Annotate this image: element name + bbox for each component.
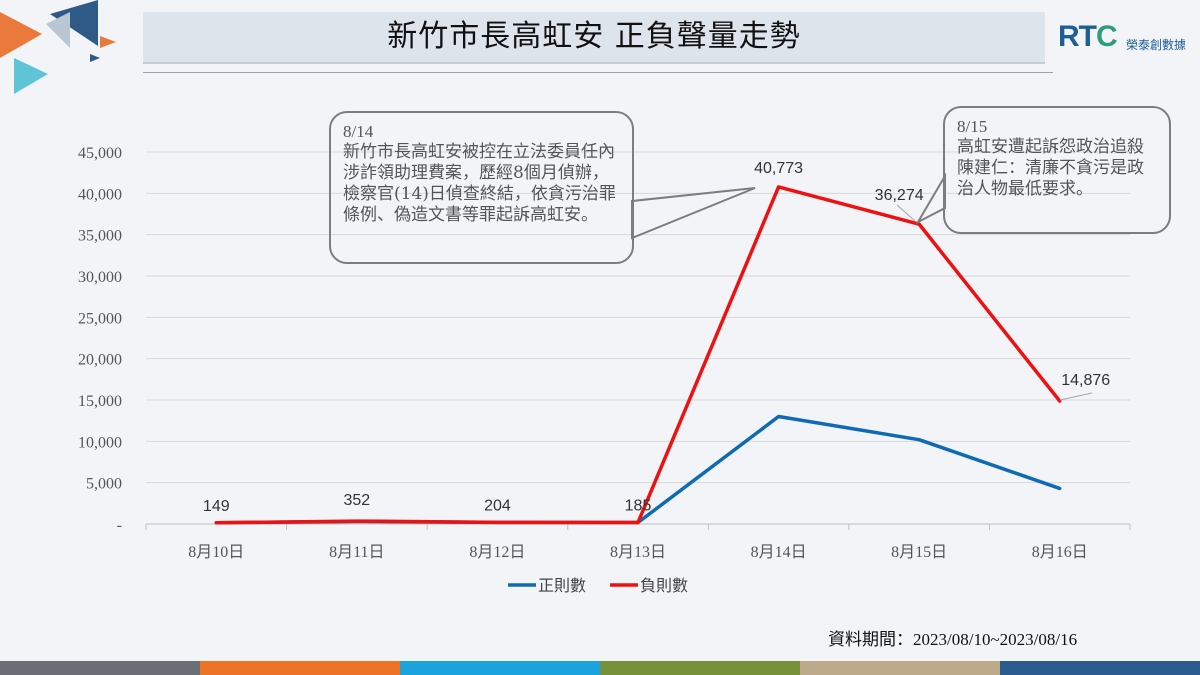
y-tick-label: 30,000	[78, 269, 122, 286]
label-leader-line	[896, 204, 916, 222]
y-tick-label: 45,000	[78, 145, 122, 162]
corner-decoration	[0, 0, 116, 94]
logo-letter: R	[1058, 20, 1080, 53]
logo-letters: RTC	[1058, 20, 1118, 54]
data-label: 40,773	[754, 160, 803, 177]
callout-aug14: 8/14 新竹市長高虹安被控在立法委員任內涉詐領助理費案，歷經8個月偵辦，檢察官…	[329, 111, 634, 264]
legend-label: 負則數	[640, 576, 688, 595]
x-tick-label: 8月16日	[1032, 544, 1088, 561]
data-period-range: 2023/08/10~2023/08/16	[913, 630, 1078, 649]
series-line-negative	[214, 185, 1062, 525]
x-tick-label: 8月13日	[610, 544, 666, 561]
decor-small-orange	[100, 36, 116, 48]
data-period: 資料期間：2023/08/10~2023/08/16	[828, 625, 1077, 650]
data-label: 204	[484, 497, 511, 514]
x-tick-label: 8月11日	[329, 544, 384, 561]
data-label: 149	[203, 498, 230, 515]
x-tick-label: 8月14日	[751, 544, 807, 561]
x-tick-label: 8月10日	[188, 544, 244, 561]
data-label: 352	[344, 492, 371, 509]
y-tick-label: 35,000	[78, 228, 122, 245]
logo-letter: C	[1096, 20, 1118, 53]
callout-text: 新竹市長高虹安被控在立法委員任內涉詐領助理費案，歷經8個月偵辦，檢察官(14)日…	[343, 142, 616, 225]
data-label: 185	[625, 497, 652, 514]
decor-gray-triangle	[46, 12, 70, 48]
y-tick-label: 15,000	[78, 393, 122, 410]
logo-mark: RTC	[1058, 20, 1118, 53]
y-tick-label: 25,000	[78, 310, 122, 327]
data-period-label: 資料期間：	[828, 630, 913, 650]
y-tick-label: 5,000	[86, 476, 122, 493]
footer-segment	[600, 661, 800, 675]
rtc-logo: RTC 榮泰創數據	[1058, 12, 1198, 60]
callout-tail	[631, 187, 756, 240]
footer-segment	[800, 661, 1000, 675]
footer-segment	[200, 661, 400, 675]
data-label: 36,274	[875, 187, 924, 204]
label-leader-line	[1059, 392, 1093, 401]
logo-subtitle: 榮泰創數據	[1126, 38, 1187, 52]
legend-label: 正則數	[538, 576, 586, 595]
decor-teal-triangle	[14, 58, 48, 94]
callout-text: 高虹安遭起訴怨政治追殺 陳建仁：清廉不貪污是政治人物最低要求。	[957, 137, 1144, 199]
callout-aug15: 8/15 高虹安遭起訴怨政治追殺 陳建仁：清廉不貪污是政治人物最低要求。	[943, 106, 1171, 234]
callout-date: 8/15	[957, 117, 988, 136]
chart-title: 新竹市長高虹安 正負聲量走勢	[387, 19, 801, 54]
footer-color-bar	[0, 661, 1200, 675]
title-underline	[143, 72, 1053, 73]
data-label: 14,876	[1061, 372, 1110, 389]
logo-letter: T	[1078, 20, 1097, 53]
x-tick-label: 8月15日	[891, 544, 947, 561]
callout-tail	[915, 172, 946, 225]
title-banner: 新竹市長高虹安 正負聲量走勢	[143, 12, 1045, 64]
decor-orange-triangle	[0, 12, 42, 58]
decor-navy-shape	[50, 0, 98, 46]
footer-segment	[400, 661, 600, 675]
callout-date: 8/14	[343, 122, 374, 141]
y-tick-label: -	[117, 517, 122, 534]
footer-segment	[0, 661, 200, 675]
y-tick-label: 20,000	[78, 352, 122, 369]
decor-small-navy	[90, 54, 100, 62]
y-tick-label: 10,000	[78, 434, 122, 451]
y-tick-label: 40,000	[78, 186, 122, 203]
x-tick-label: 8月12日	[469, 544, 525, 561]
footer-segment	[1000, 661, 1200, 675]
